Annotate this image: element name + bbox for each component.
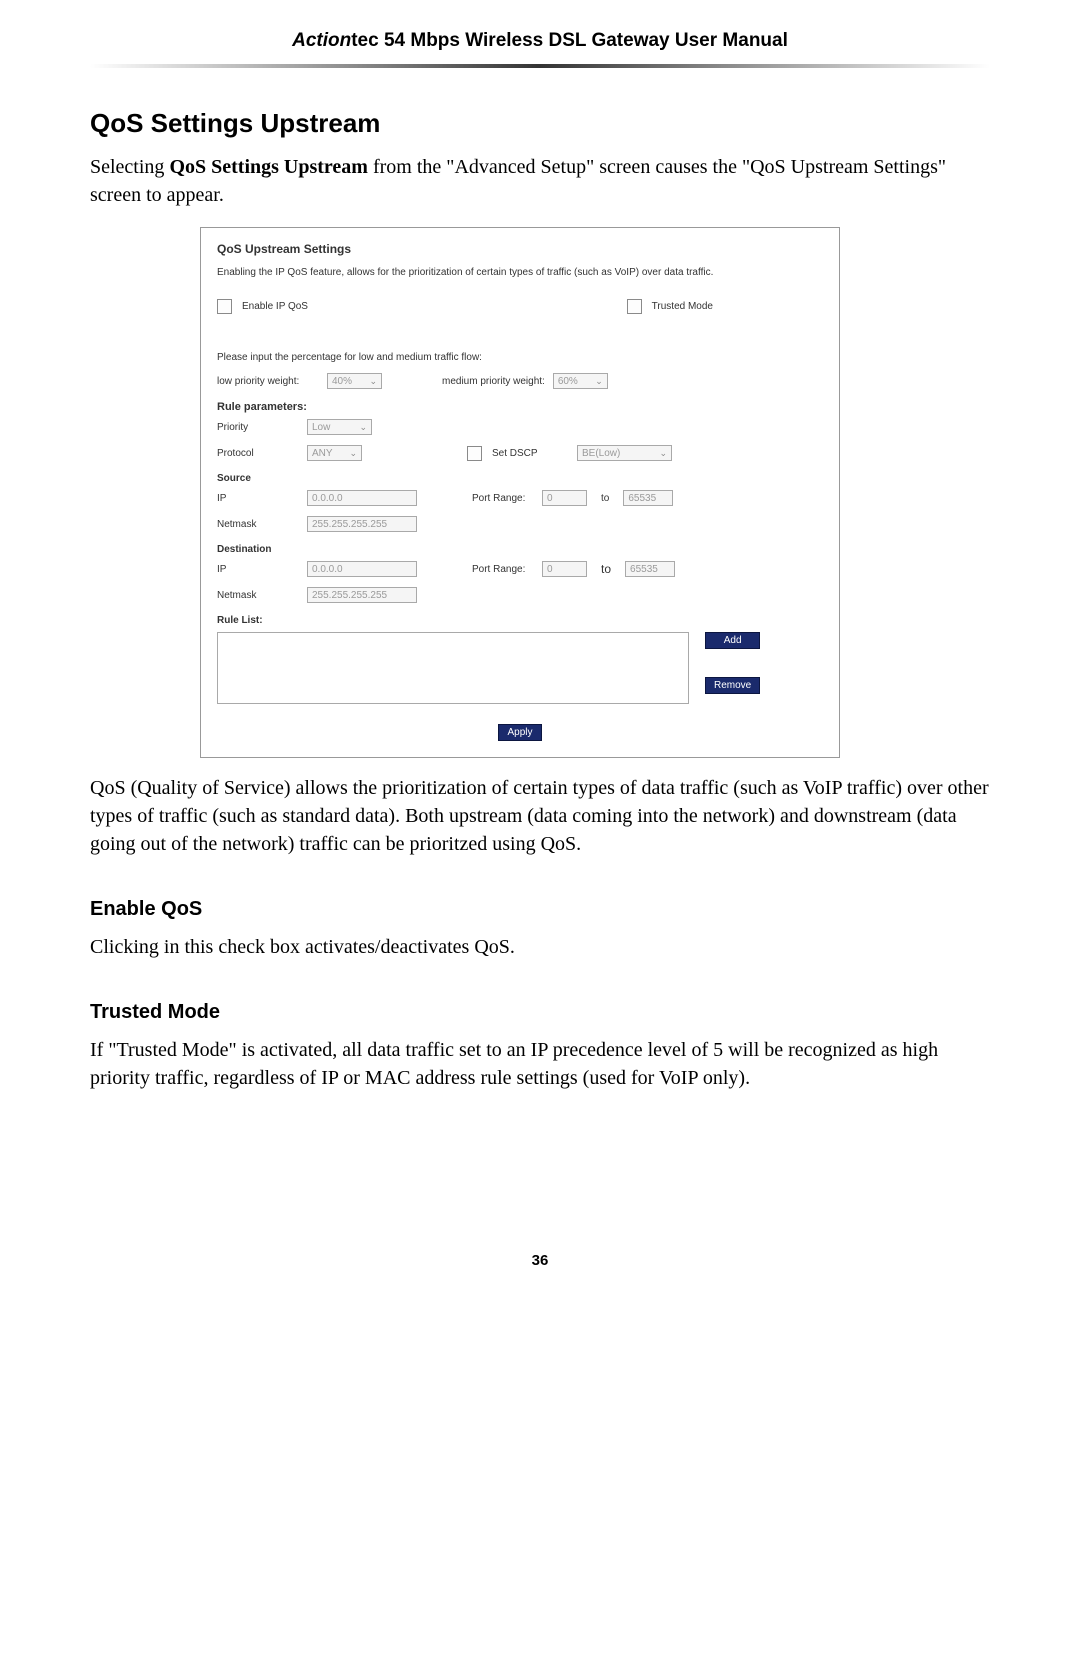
chevron-down-icon: ⌄: [595, 376, 603, 387]
enable-trusted-row: Enable IP QoS Trusted Mode: [217, 299, 823, 314]
dest-netmask-label: Netmask: [217, 590, 307, 601]
to-label-2: to: [601, 562, 611, 576]
remove-button[interactable]: Remove: [705, 677, 760, 694]
priority-label: Priority: [217, 422, 307, 433]
enable-qos-checkbox[interactable]: [217, 299, 232, 314]
enable-qos-text: Clicking in this check box activates/dea…: [90, 933, 990, 961]
rule-list-row: Add Remove: [217, 632, 823, 704]
enable-qos-title: Enable QoS: [90, 898, 990, 921]
source-port-end-input[interactable]: 65535: [623, 490, 673, 506]
trusted-mode-checkbox[interactable]: [627, 299, 642, 314]
page-header: Actiontec 54 Mbps Wireless DSL Gateway U…: [90, 30, 990, 64]
source-port-start-input[interactable]: 0: [542, 490, 587, 506]
priority-value: Low: [312, 422, 330, 433]
dscp-select[interactable]: BE(Low) ⌄: [577, 445, 672, 461]
header-title: 54 Mbps Wireless DSL Gateway User Manual: [379, 30, 788, 51]
source-label: Source: [217, 473, 823, 484]
brand-rest: tec: [351, 30, 378, 51]
protocol-row: Protocol ANY ⌄ Set DSCP BE(Low) ⌄: [217, 445, 823, 461]
med-weight-select[interactable]: 60% ⌄: [553, 373, 608, 389]
rule-buttons: Add Remove: [705, 632, 760, 694]
chevron-down-icon: ⌄: [659, 448, 667, 459]
enable-qos-label: Enable IP QoS: [242, 301, 308, 312]
low-weight-label: low priority weight:: [217, 376, 327, 387]
source-ip-label: IP: [217, 493, 307, 504]
weight-row: low priority weight: 40% ⌄ medium priori…: [217, 373, 823, 389]
trusted-mode-text: If "Trusted Mode" is activated, all data…: [90, 1036, 990, 1092]
dest-port-end-input[interactable]: 65535: [625, 561, 675, 577]
qos-description: QoS (Quality of Service) allows the prio…: [90, 774, 990, 858]
settings-screenshot: QoS Upstream Settings Enabling the IP Qo…: [200, 227, 840, 758]
destination-label: Destination: [217, 544, 823, 555]
dest-netmask-row: Netmask 255.255.255.255: [217, 587, 823, 603]
add-button[interactable]: Add: [705, 632, 760, 649]
protocol-select[interactable]: ANY ⌄: [307, 445, 362, 461]
dest-port-label: Port Range:: [472, 564, 542, 575]
med-weight-label: medium priority weight:: [442, 376, 545, 387]
source-ip-input[interactable]: 0.0.0.0: [307, 490, 417, 506]
source-netmask-row: Netmask 255.255.255.255: [217, 516, 823, 532]
dscp-value: BE(Low): [582, 448, 620, 459]
priority-select[interactable]: Low ⌄: [307, 419, 372, 435]
to-label: to: [601, 493, 609, 504]
source-port-label: Port Range:: [472, 493, 542, 504]
trusted-mode-title: Trusted Mode: [90, 1001, 990, 1024]
source-netmask-input[interactable]: 255.255.255.255: [307, 516, 417, 532]
apply-wrap: Apply: [217, 724, 823, 741]
apply-button[interactable]: Apply: [498, 724, 541, 741]
set-dscp-checkbox[interactable]: [467, 446, 482, 461]
set-dscp-label: Set DSCP: [492, 448, 577, 459]
source-netmask-label: Netmask: [217, 519, 307, 530]
dest-port-start-input[interactable]: 0: [542, 561, 587, 577]
dest-ip-row: IP 0.0.0.0 Port Range: 0 to 65535: [217, 561, 823, 577]
header-rule: [90, 64, 990, 68]
rule-params-label: Rule parameters:: [217, 401, 823, 413]
chevron-down-icon: ⌄: [349, 448, 357, 459]
source-ip-row: IP 0.0.0.0 Port Range: 0 to 65535: [217, 490, 823, 506]
panel-desc: Enabling the IP QoS feature, allows for …: [217, 266, 823, 279]
rule-list-box[interactable]: [217, 632, 689, 704]
dest-ip-label: IP: [217, 564, 307, 575]
brand-bold: Action: [292, 30, 351, 51]
chevron-down-icon: ⌄: [369, 376, 377, 387]
priority-row: Priority Low ⌄: [217, 419, 823, 435]
panel-title: QoS Upstream Settings: [217, 242, 823, 256]
low-weight-value: 40%: [332, 376, 352, 387]
chevron-down-icon: ⌄: [359, 422, 367, 433]
dest-ip-input[interactable]: 0.0.0.0: [307, 561, 417, 577]
intro-prefix: Selecting: [90, 156, 169, 178]
protocol-value: ANY: [312, 448, 333, 459]
protocol-label: Protocol: [217, 448, 307, 459]
intro-paragraph: Selecting QoS Settings Upstream from the…: [90, 153, 990, 209]
section-title: QoS Settings Upstream: [90, 108, 990, 139]
page-number: 36: [90, 1252, 990, 1269]
dest-netmask-input[interactable]: 255.255.255.255: [307, 587, 417, 603]
trusted-mode-label: Trusted Mode: [652, 301, 713, 312]
low-weight-select[interactable]: 40% ⌄: [327, 373, 382, 389]
qos-panel: QoS Upstream Settings Enabling the IP Qo…: [200, 227, 840, 758]
rule-list-label: Rule List:: [217, 615, 823, 626]
med-weight-value: 60%: [558, 376, 578, 387]
percent-label: Please input the percentage for low and …: [217, 352, 823, 363]
intro-bold: QoS Settings Upstream: [169, 156, 368, 178]
